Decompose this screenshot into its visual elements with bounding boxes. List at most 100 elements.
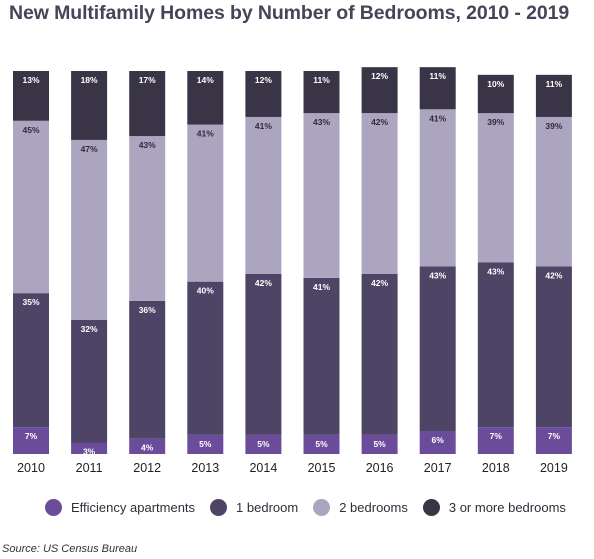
bar-segment-efficiency-2019 [535, 427, 572, 454]
data-label-efficiency-2010: 7% [25, 431, 38, 441]
bar-segment-3-plus-bedrooms-2017 [419, 67, 456, 110]
legend-label-3-plus-bedrooms: 3 or more bedrooms [448, 500, 566, 515]
bar-segment-3-plus-bedrooms-2014 [245, 71, 282, 117]
x-tick-label-2017: 2017 [424, 461, 452, 475]
bar-segment-2-bedrooms-2016 [361, 113, 398, 274]
data-label-1-bedroom-2015: 41% [313, 282, 330, 292]
data-label-2-bedrooms-2013: 41% [197, 129, 214, 139]
data-label-1-bedroom-2011: 32% [81, 324, 98, 334]
bar-segment-1-bedroom-2011 [71, 319, 108, 443]
bar-segment-2-bedrooms-2017 [419, 109, 456, 267]
bar-segment-1-bedroom-2018 [477, 262, 514, 428]
bar-segment-2-bedrooms-2014 [245, 116, 282, 274]
legend: Efficiency apartments 1 bedroom 2 bedroo… [45, 499, 581, 516]
data-label-3-plus-bedrooms-2011: 18% [81, 75, 98, 85]
data-label-2-bedrooms-2017: 41% [429, 113, 446, 123]
data-label-1-bedroom-2017: 43% [429, 270, 446, 280]
data-label-1-bedroom-2012: 36% [139, 305, 156, 315]
bar-segment-efficiency-2017 [419, 431, 456, 454]
x-tick-label-2014: 2014 [249, 461, 277, 475]
bar-segment-1-bedroom-2015 [303, 277, 340, 435]
data-label-3-plus-bedrooms-2014: 12% [255, 75, 272, 85]
data-label-efficiency-2014: 5% [257, 439, 270, 449]
bar-segment-3-plus-bedrooms-2012 [129, 71, 166, 137]
bar-segment-efficiency-2011 [71, 442, 108, 454]
legend-item-1-bedroom: 1 bedroom [210, 499, 298, 516]
data-label-1-bedroom-2018: 43% [487, 267, 504, 277]
x-tick-label-2015: 2015 [308, 461, 336, 475]
data-label-efficiency-2013: 5% [199, 439, 212, 449]
bar-segment-3-plus-bedrooms-2016 [361, 67, 398, 114]
bar-segment-1-bedroom-2019 [535, 266, 572, 428]
x-tick-label-2018: 2018 [482, 461, 510, 475]
bar-segment-1-bedroom-2017 [419, 266, 456, 432]
bar-segment-3-plus-bedrooms-2019 [535, 74, 572, 117]
bar-segment-2-bedrooms-2011 [71, 139, 108, 320]
data-label-1-bedroom-2014: 42% [255, 278, 272, 288]
data-label-2-bedrooms-2012: 43% [139, 140, 156, 150]
x-tick-label-2016: 2016 [366, 461, 394, 475]
legend-item-3-plus-bedrooms: 3 or more bedrooms [422, 499, 566, 516]
data-label-1-bedroom-2019: 42% [545, 270, 562, 280]
bar-segment-3-plus-bedrooms-2011 [71, 71, 108, 140]
bar-segment-efficiency-2018 [477, 427, 514, 454]
data-label-3-plus-bedrooms-2017: 11% [429, 71, 446, 81]
data-label-efficiency-2018: 7% [490, 431, 503, 441]
legend-swatch-efficiency [45, 499, 62, 516]
bar-segment-2-bedrooms-2013 [187, 124, 224, 282]
data-label-3-plus-bedrooms-2012: 17% [139, 75, 156, 85]
bar-segment-efficiency-2010 [13, 427, 49, 454]
data-label-2-bedrooms-2019: 39% [545, 121, 562, 131]
bar-segment-2-bedrooms-2010 [13, 120, 49, 294]
data-label-1-bedroom-2010: 35% [22, 297, 39, 307]
data-label-2-bedrooms-2018: 39% [487, 117, 504, 127]
bar-segment-3-plus-bedrooms-2010 [13, 71, 49, 121]
bar-segment-1-bedroom-2010 [13, 293, 49, 428]
data-label-3-plus-bedrooms-2013: 14% [197, 75, 214, 85]
legend-label-1-bedroom: 1 bedroom [236, 500, 299, 515]
bar-segment-2-bedrooms-2015 [303, 113, 340, 278]
bar-segment-1-bedroom-2016 [361, 273, 398, 435]
bar-segment-3-plus-bedrooms-2018 [477, 74, 514, 114]
data-label-2-bedrooms-2010: 45% [22, 125, 39, 135]
data-label-2-bedrooms-2011: 47% [81, 144, 98, 154]
bar-segment-3-plus-bedrooms-2015 [303, 71, 340, 114]
legend-item-efficiency: Efficiency apartments [45, 499, 195, 516]
data-label-3-plus-bedrooms-2016: 12% [371, 71, 388, 81]
bar-segment-efficiency-2015 [303, 434, 340, 454]
legend-swatch-2-bedrooms [313, 499, 331, 516]
data-label-3-plus-bedrooms-2018: 10% [487, 79, 504, 89]
bar-segment-2-bedrooms-2019 [535, 116, 572, 267]
data-label-3-plus-bedrooms-2010: 13% [22, 75, 39, 85]
data-label-3-plus-bedrooms-2019: 11% [546, 79, 563, 89]
data-label-efficiency-2011: 3% [83, 447, 96, 457]
data-label-3-plus-bedrooms-2015: 11% [313, 75, 330, 85]
data-label-2-bedrooms-2014: 41% [255, 121, 272, 131]
bar-segment-efficiency-2013 [187, 434, 224, 454]
bar-segment-1-bedroom-2014 [245, 273, 282, 435]
data-label-efficiency-2015: 5% [315, 439, 328, 449]
bar-segment-efficiency-2014 [245, 434, 282, 454]
legend-item-2-bedrooms: 2 bedrooms [313, 499, 408, 516]
bar-segment-3-plus-bedrooms-2013 [187, 71, 224, 125]
data-label-efficiency-2019: 7% [548, 431, 561, 441]
source-note: Source: US Census Bureau [2, 543, 138, 555]
data-label-1-bedroom-2013: 40% [197, 286, 214, 296]
legend-swatch-1-bedroom [210, 499, 228, 516]
data-label-2-bedrooms-2016: 42% [371, 117, 388, 127]
bar-segment-1-bedroom-2013 [187, 281, 224, 435]
data-label-1-bedroom-2016: 42% [371, 278, 388, 288]
x-tick-label-2019: 2019 [540, 461, 568, 475]
data-label-efficiency-2017: 6% [432, 435, 445, 445]
bar-segment-efficiency-2012 [129, 438, 166, 454]
legend-label-2-bedrooms: 2 bedrooms [339, 500, 408, 515]
stacked-bar-chart: 7% 35% 45% 13% 2010 3% 32% 47% 18% 2011 4% 36% 43% 17… [13, 67, 572, 475]
legend-label-efficiency: Efficiency apartments [71, 500, 196, 515]
x-tick-label-2012: 2012 [133, 461, 161, 475]
bar-segment-1-bedroom-2012 [129, 300, 166, 439]
data-label-efficiency-2016: 5% [373, 439, 386, 449]
legend-swatch-3-plus-bedrooms [422, 499, 440, 516]
chart-title: New Multifamily Homes by Number of Bedro… [9, 2, 570, 24]
x-tick-label-2011: 2011 [76, 461, 103, 475]
x-tick-label-2010: 2010 [17, 461, 45, 475]
